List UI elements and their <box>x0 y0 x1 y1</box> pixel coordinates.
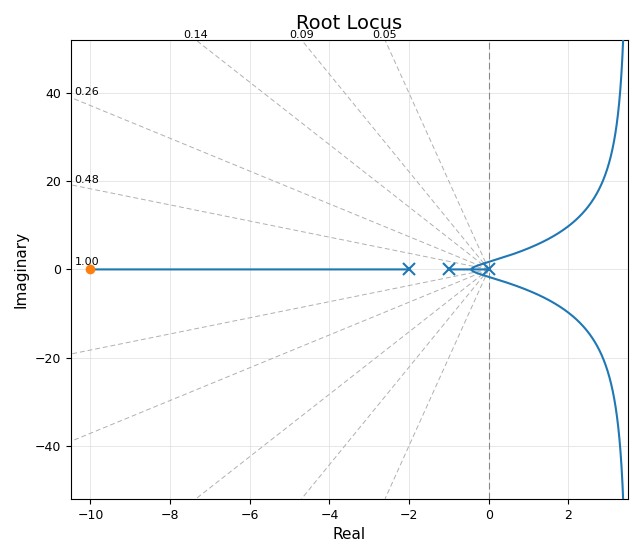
X-axis label: Real: Real <box>333 527 366 542</box>
Text: 0.09: 0.09 <box>289 30 314 40</box>
Text: 0.48: 0.48 <box>74 175 100 185</box>
Text: 0.14: 0.14 <box>184 30 208 40</box>
Title: Root Locus: Root Locus <box>296 14 403 33</box>
Text: 0.05: 0.05 <box>373 30 397 40</box>
Text: 1.00: 1.00 <box>74 257 99 267</box>
Y-axis label: Imaginary: Imaginary <box>14 231 29 308</box>
Text: 0.26: 0.26 <box>74 87 100 97</box>
